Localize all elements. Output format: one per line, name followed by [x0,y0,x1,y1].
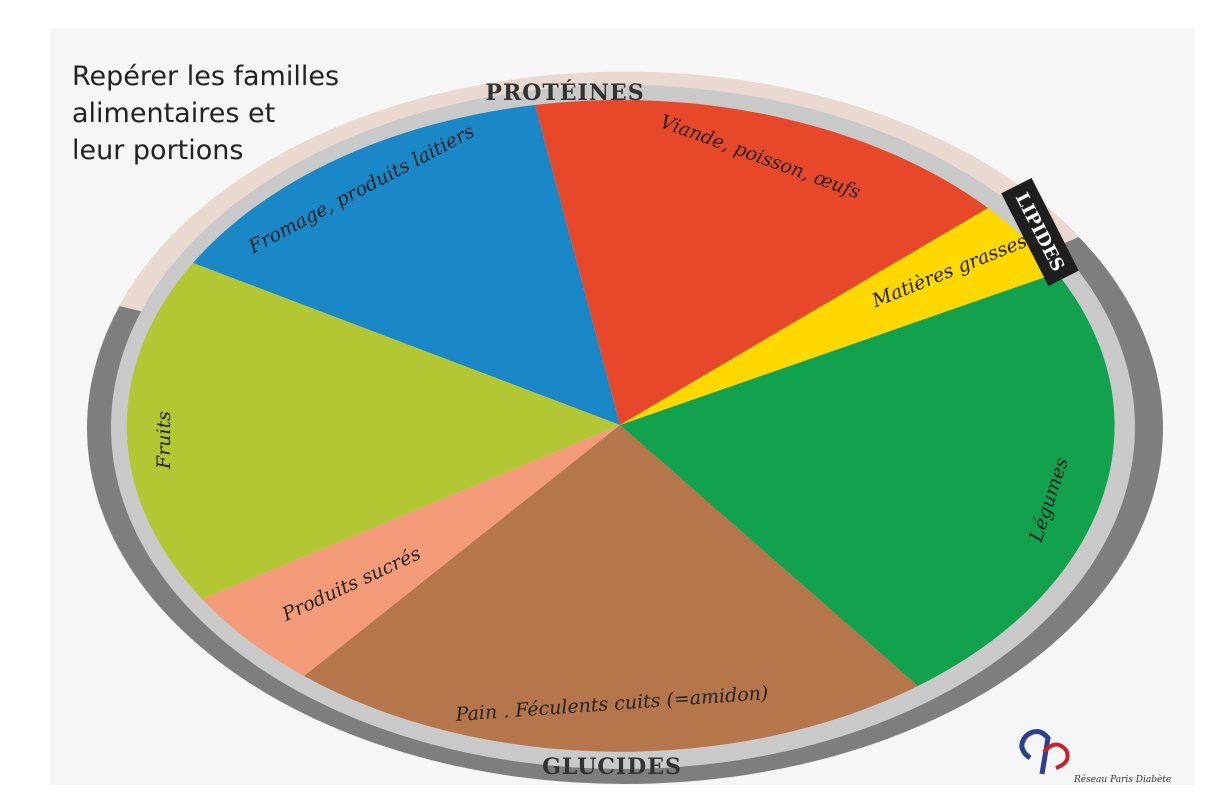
title-line: leur portions [72,135,243,166]
logo-text: Réseau Paris Diabète [1073,774,1171,785]
title-line: alimentaires et [72,98,275,129]
page: Repérer les familles alimentaires et leu… [0,0,1228,806]
segments [127,100,1115,752]
rim-label: PROTÉINES [485,79,644,106]
rim-label: GLUCIDES [542,754,682,780]
segment-label: Fruits [153,411,175,470]
title-line: Repérer les familles [72,61,339,92]
